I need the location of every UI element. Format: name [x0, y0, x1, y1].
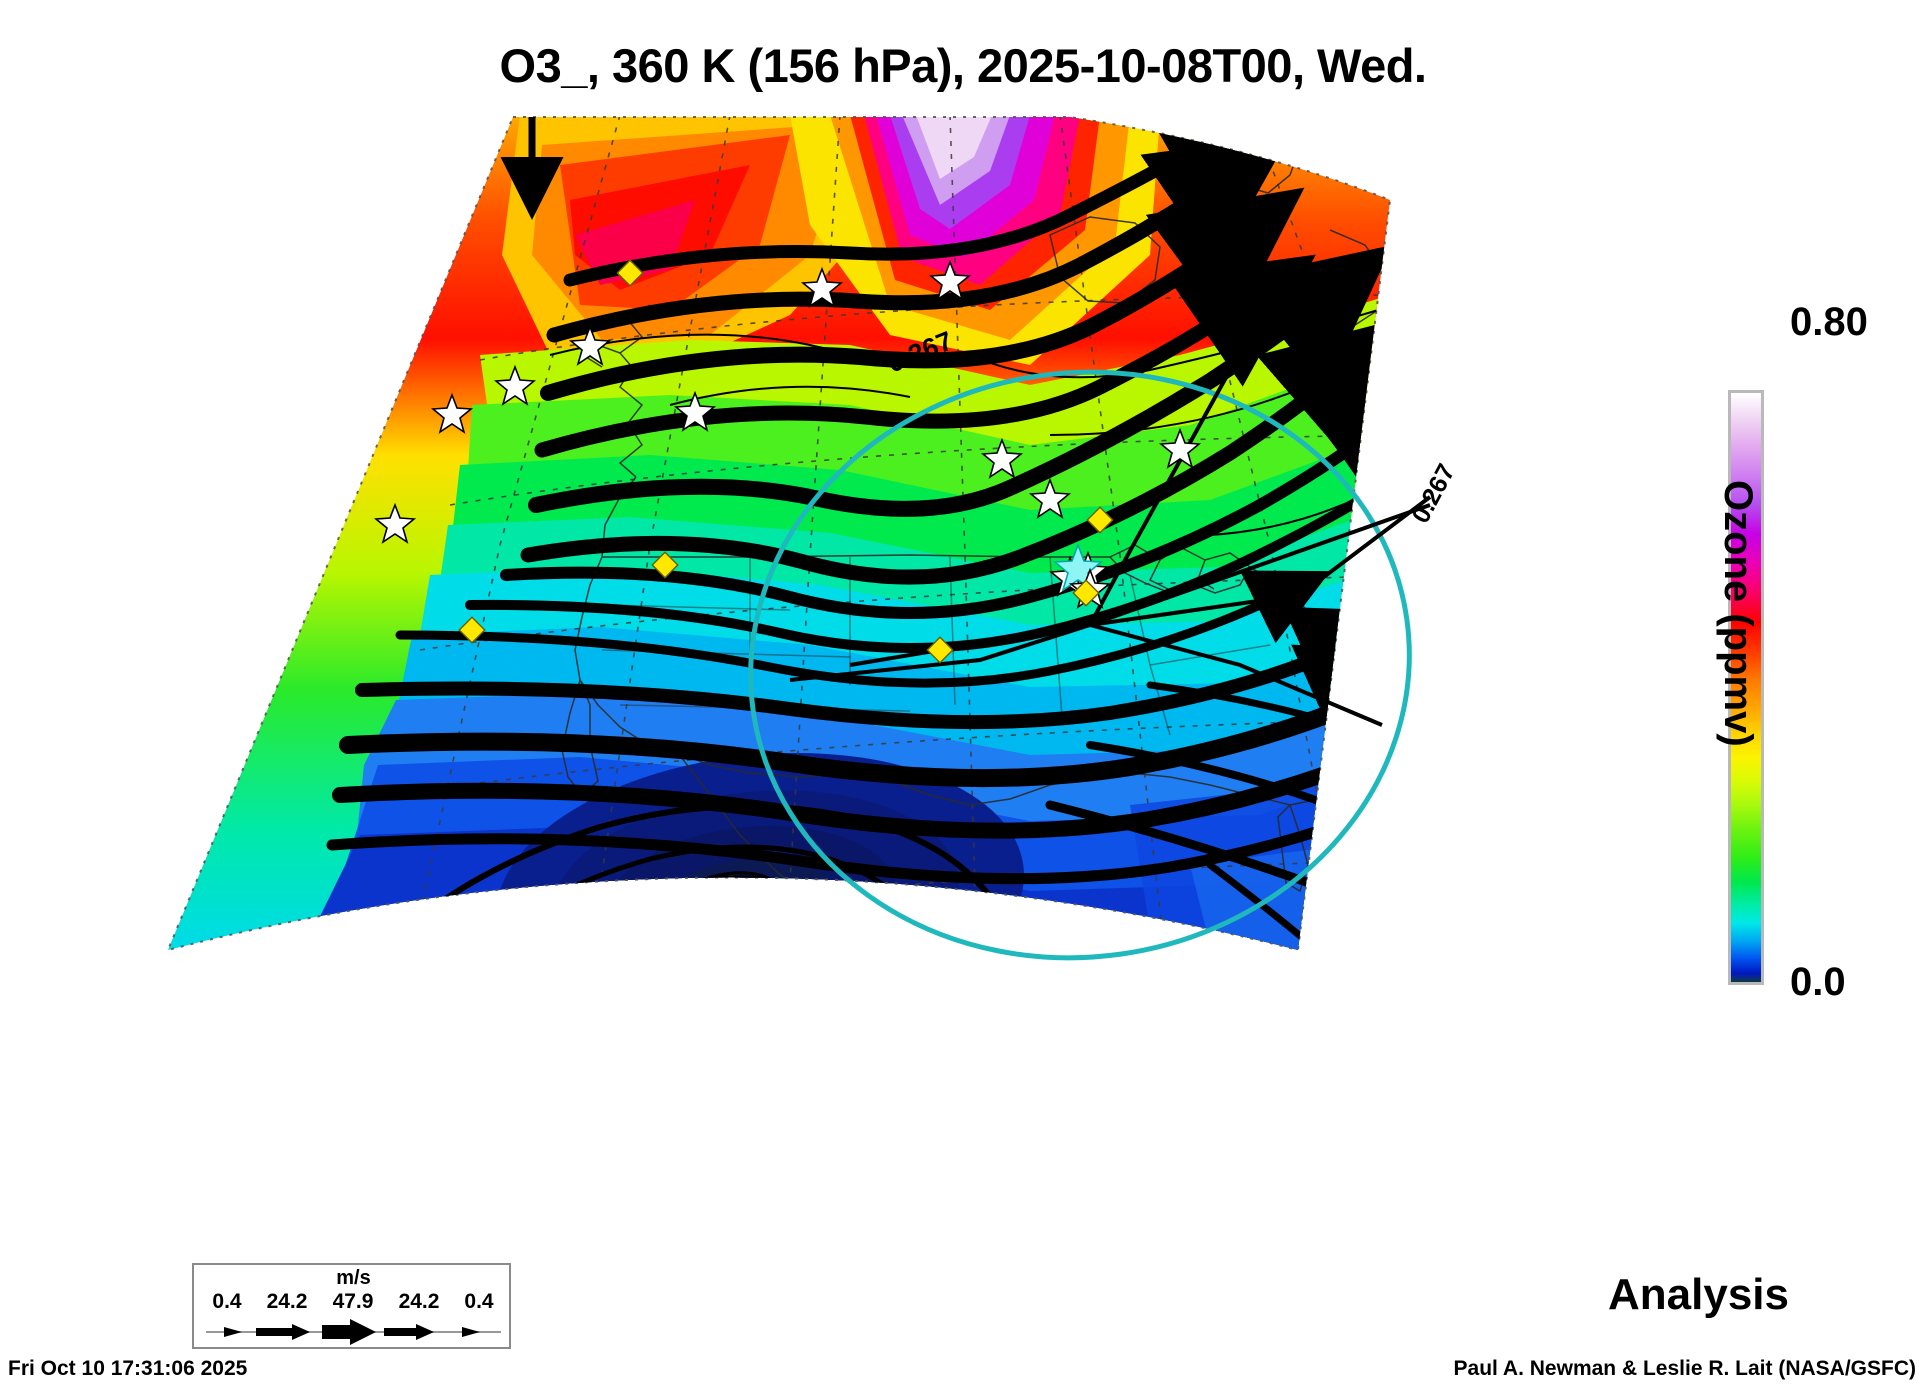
waypoint-marker[interactable]	[1072, 579, 1100, 607]
wind-streamlines	[326, 117, 1390, 950]
wind-legend-arrows	[206, 1319, 501, 1345]
waypoint-marker[interactable]	[458, 616, 486, 644]
waypoint-marker[interactable]	[926, 636, 954, 664]
station-marker[interactable]	[373, 502, 417, 544]
wind-legend-unit: m/s	[336, 1267, 371, 1289]
contour-label-right: 0.267	[1407, 459, 1461, 527]
wind-speed-legend: m/s 0.4 24.2 47.9 24.2 0.4	[192, 1263, 511, 1349]
station-marker[interactable]	[430, 392, 474, 434]
station-markers[interactable]	[373, 259, 1202, 609]
ozone-map[interactable]: 0.267 0.267	[150, 105, 1550, 1275]
wind-legend-value-2: 47.9	[332, 1290, 374, 1313]
wind-legend-value-3: 24.2	[398, 1290, 440, 1313]
station-marker[interactable]	[493, 364, 537, 406]
station-marker[interactable]	[928, 259, 972, 301]
station-marker[interactable]	[1028, 477, 1072, 519]
colorbar[interactable]	[1728, 390, 1764, 985]
waypoint-marker[interactable]	[651, 551, 679, 579]
colorbar-max-label: 0.80	[1790, 300, 1868, 344]
wind-legend-value-1: 24.2	[266, 1290, 308, 1313]
wind-legend-value-4: 0.4	[464, 1290, 494, 1313]
colorbar-min-label: 0.0	[1790, 960, 1846, 1004]
waypoint-markers[interactable]	[458, 259, 1114, 664]
page-title: O3_, 360 K (156 hPa), 2025-10-08T00, Wed…	[499, 39, 1427, 92]
analysis-label: Analysis	[1608, 1270, 1789, 1319]
station-marker[interactable]	[673, 390, 717, 432]
station-marker[interactable]	[1158, 427, 1202, 469]
flight-track-ellipse[interactable]	[713, 330, 1448, 1000]
wind-legend-value-0: 0.4	[212, 1290, 242, 1313]
timestamp-label: Fri Oct 10 17:31:06 2025	[8, 1357, 248, 1380]
station-marker[interactable]	[980, 437, 1024, 479]
map-panel[interactable]: 0.267 0.267	[150, 105, 1550, 1275]
station-marker[interactable]	[800, 266, 844, 308]
waypoint-marker[interactable]	[1086, 506, 1114, 534]
station-marker[interactable]	[568, 324, 612, 366]
waypoint-marker[interactable]	[616, 259, 644, 287]
credit-label: Paul A. Newman & Leslie R. Lait (NASA/GS…	[1453, 1357, 1916, 1380]
colorbar-axis-label: Ozone (ppmv)	[1716, 480, 1760, 747]
